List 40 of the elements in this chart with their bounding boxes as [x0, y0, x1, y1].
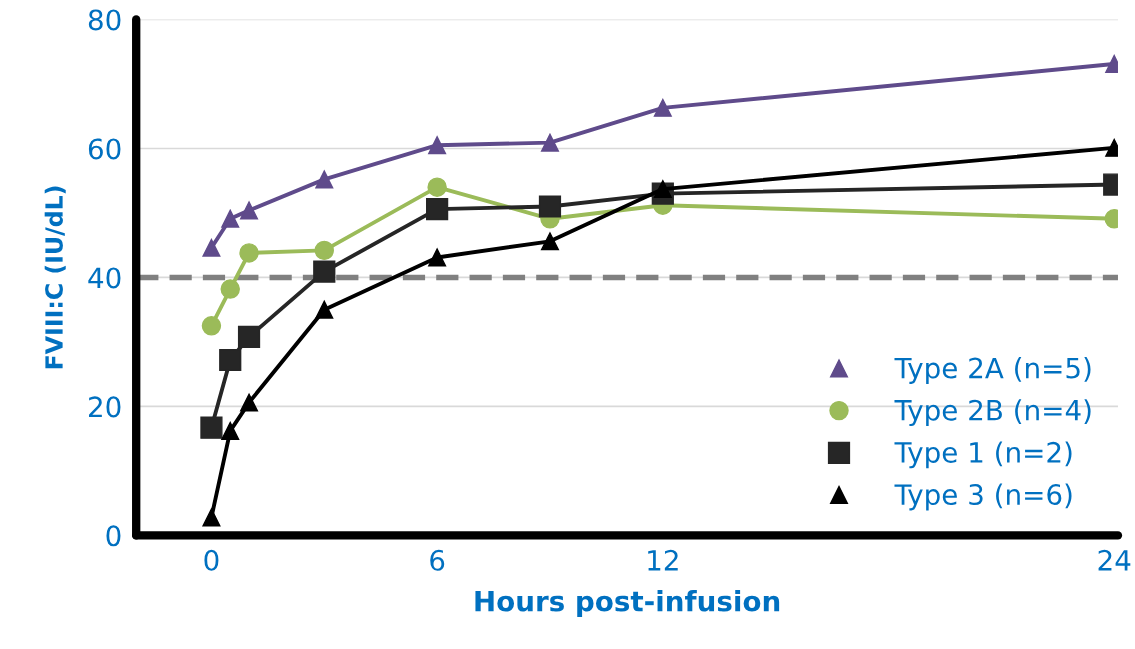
x-tick-label: 0 [204, 549, 219, 571]
point [315, 300, 334, 319]
point [315, 170, 334, 189]
x-axis-title: Hours post-infusion [475, 590, 780, 617]
y-tick-label: 80 [88, 9, 121, 31]
point [540, 232, 560, 251]
y-tick-label: 40 [88, 267, 121, 289]
point [427, 177, 447, 197]
legend-label: Type 2B (n=4) [894, 399, 1091, 427]
point [540, 133, 560, 152]
point [237, 325, 261, 348]
point [221, 209, 240, 228]
point [240, 393, 259, 412]
point [538, 195, 562, 218]
legend-label: Type 1 (n=2) [894, 441, 1072, 469]
x-tick-label: 24 [1098, 549, 1131, 571]
y-tick-label: 20 [89, 396, 121, 418]
point [428, 136, 447, 155]
point [202, 508, 221, 527]
y-tick-label: 0 [106, 525, 121, 547]
point [239, 243, 259, 263]
x-tick-label: 12 [648, 549, 678, 571]
point [200, 416, 223, 439]
legend-label: Type 3 (n=6) [894, 483, 1072, 511]
point [428, 248, 447, 267]
x-tick-label: 6 [430, 549, 445, 571]
point [240, 201, 259, 220]
point [220, 279, 240, 299]
point [201, 316, 222, 336]
point [426, 197, 449, 221]
legend-label: Type 2A (n=5) [894, 357, 1091, 384]
point [202, 238, 221, 257]
point [219, 348, 242, 372]
point [314, 240, 335, 261]
y-tick-label: 60 [88, 138, 121, 160]
point [653, 98, 672, 117]
point [653, 180, 672, 199]
point [221, 421, 240, 440]
point [313, 260, 336, 283]
y-axis-title: FVIII:C (IU/dL) [44, 186, 66, 369]
